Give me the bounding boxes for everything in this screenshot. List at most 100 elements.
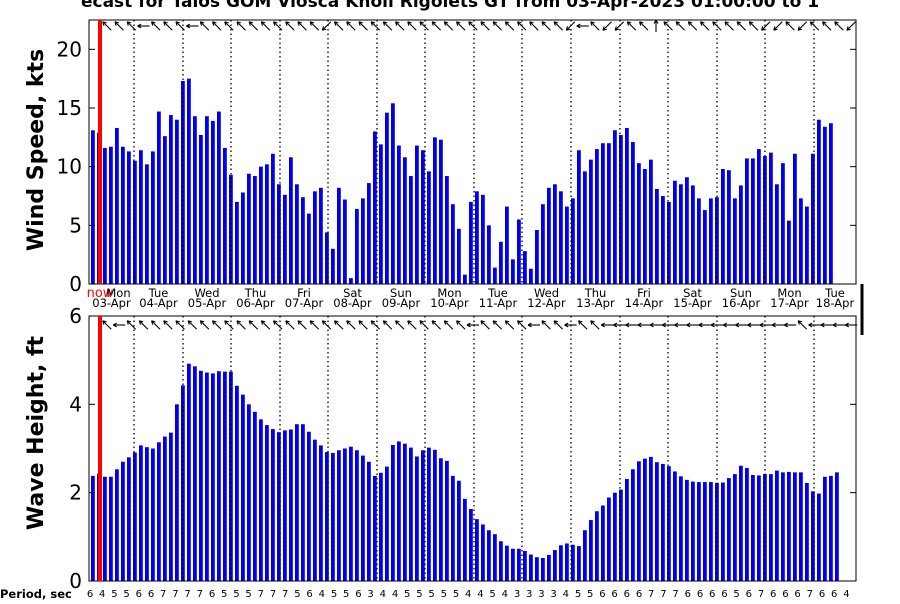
wind-bar xyxy=(643,169,647,284)
wind-bar xyxy=(739,185,743,284)
wave-direction-arrow-icon xyxy=(395,320,405,330)
wind-bar xyxy=(187,78,191,284)
arrow-shaft xyxy=(456,21,466,31)
wave-direction-arrow-icon xyxy=(480,320,490,330)
arrow-shaft xyxy=(297,21,307,31)
arrow-shaft xyxy=(504,320,515,330)
arrow-shaft xyxy=(541,320,551,330)
date-label: 18-Apr xyxy=(816,296,855,310)
arrow-shaft xyxy=(382,21,393,31)
wave-bar xyxy=(601,505,605,581)
arrow-head xyxy=(504,21,510,26)
arrow-shaft xyxy=(102,320,112,330)
wave-bar xyxy=(517,548,521,581)
wave-direction-arrow-icon xyxy=(419,320,429,330)
arrow-shaft xyxy=(431,320,442,330)
wave-direction-arrow-icon xyxy=(797,320,808,330)
wind-bar xyxy=(241,192,245,284)
wave-direction-arrow-icon xyxy=(686,322,699,328)
arrow-head xyxy=(273,21,278,26)
wind-direction-arrow-icon xyxy=(748,21,759,31)
wind-bar xyxy=(385,112,389,284)
arrow-head xyxy=(844,322,849,328)
arrow-head xyxy=(661,322,666,328)
arrow-shaft xyxy=(370,320,381,330)
arrow-head xyxy=(637,322,642,328)
arrow-head xyxy=(370,320,376,325)
arrow-head xyxy=(649,322,654,328)
arrow-head xyxy=(625,322,630,328)
wave-bar xyxy=(595,511,599,581)
wave-bar xyxy=(295,424,299,581)
wind-direction-arrow-icon xyxy=(565,21,576,31)
arrow-head xyxy=(564,322,569,328)
wind-bar xyxy=(757,149,761,284)
wind-direction-arrow-icon xyxy=(675,21,686,31)
wave-direction-arrow-icon xyxy=(466,322,479,328)
wind-direction-arrow-icon xyxy=(529,21,539,31)
arrow-shaft xyxy=(517,21,527,31)
wind-bar xyxy=(703,210,707,284)
wave-bar xyxy=(625,478,629,581)
wind-bar xyxy=(361,198,365,284)
arrow-head xyxy=(382,21,388,26)
wave-direction-arrow-icon xyxy=(151,320,161,330)
arrow-head xyxy=(590,320,595,325)
wave-direction-arrow-icon xyxy=(783,322,797,328)
arrow-shaft xyxy=(517,320,527,330)
wave-direction-arrow-icon xyxy=(492,320,503,330)
arrow-head xyxy=(248,21,254,26)
arrow-shaft xyxy=(224,320,234,330)
wave-bar xyxy=(127,457,131,581)
day-label-strip: Mon03-AprTue04-AprWed05-AprThu06-AprFri0… xyxy=(92,286,854,310)
wind-bar xyxy=(325,232,329,284)
arrow-head xyxy=(773,26,778,31)
period-value: 5 xyxy=(221,589,227,600)
wind-bar xyxy=(331,248,335,284)
wind-direction-arrow-icon xyxy=(346,21,356,31)
arrow-shaft xyxy=(553,320,564,330)
wave-direction-arrow-icon xyxy=(553,320,564,330)
wave-bar xyxy=(139,445,143,581)
wave-bar xyxy=(349,446,353,581)
arrow-head xyxy=(565,26,571,31)
period-value: 3 xyxy=(514,589,520,600)
arrow-shaft xyxy=(114,21,124,31)
arrow-head xyxy=(613,322,618,328)
wave-y-tick-label: 6 xyxy=(69,304,82,328)
day-of-week-label: Sun xyxy=(730,286,752,300)
wind-direction-arrow-icon xyxy=(576,23,589,29)
wind-direction-arrow-icon xyxy=(553,21,564,31)
arrow-head xyxy=(820,322,825,328)
wind-bar xyxy=(745,158,749,284)
wave-bar xyxy=(445,460,449,581)
arrow-head xyxy=(151,320,156,325)
wave-bar xyxy=(481,524,485,581)
wave-direction-arrow-icon xyxy=(710,322,723,328)
wind-bar xyxy=(787,220,791,284)
wind-bar xyxy=(217,111,221,285)
wave-bar xyxy=(583,530,587,581)
day-of-week-label: Sat xyxy=(343,286,362,300)
day-of-week-label: Sun xyxy=(390,286,412,300)
wave-bar xyxy=(403,443,407,581)
wave-direction-arrow-icon xyxy=(382,320,393,330)
arrow-shaft xyxy=(407,21,417,31)
wind-direction-arrow-icon xyxy=(639,21,649,31)
day-of-week-label: Thu xyxy=(244,286,267,300)
wave-direction-arrow-icon xyxy=(102,320,112,330)
wave-bar xyxy=(493,534,497,581)
wind-bar xyxy=(535,230,539,284)
wind-direction-arrow-icon xyxy=(175,21,185,31)
wave-bar xyxy=(271,429,275,581)
arrow-head xyxy=(614,26,620,31)
wave-bar xyxy=(91,475,95,581)
arrow-shaft xyxy=(273,320,283,330)
arrow-shaft xyxy=(541,21,551,31)
period-value: 7 xyxy=(270,589,276,600)
wind-bar xyxy=(625,127,629,284)
wave-bar xyxy=(289,429,293,581)
wave-bar xyxy=(373,475,377,581)
period-value: 3 xyxy=(538,589,544,600)
